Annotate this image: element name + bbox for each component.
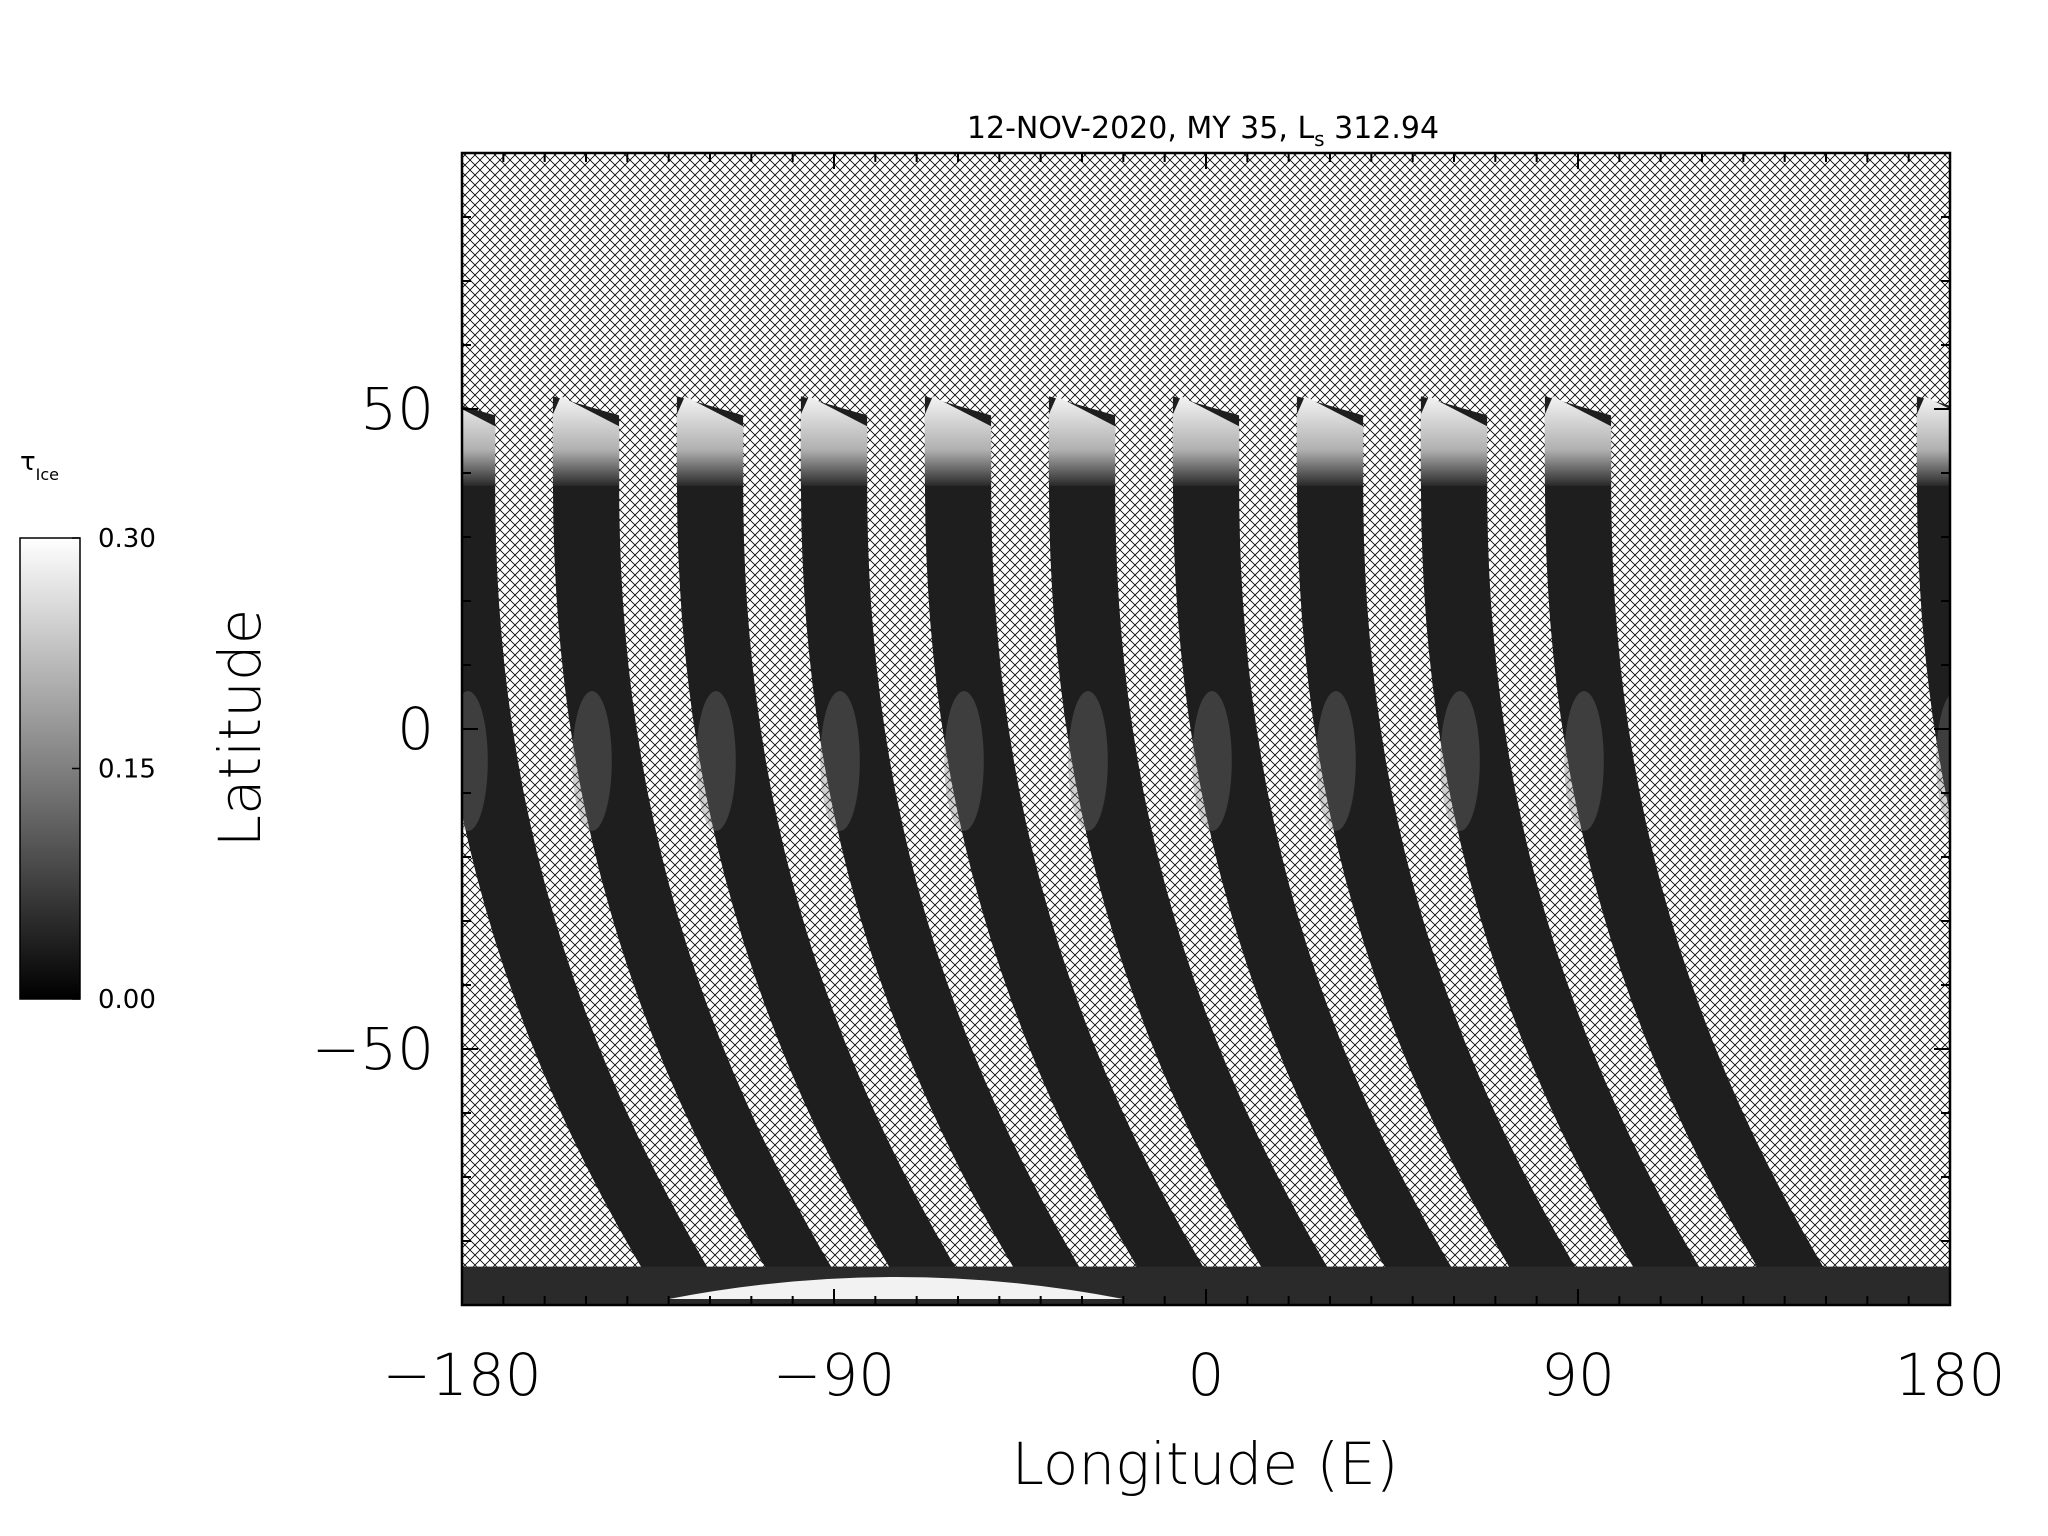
- x-tick-label: −180: [382, 1341, 541, 1409]
- south-polar-bright-region: [668, 1277, 1124, 1299]
- x-tick-label: 90: [1541, 1341, 1615, 1409]
- x-tick-label: −90: [773, 1341, 895, 1409]
- swath-cloud-cap: [1296, 396, 1364, 486]
- swath-cloud-cap: [1916, 396, 1950, 486]
- swath-cloud-streak: [1192, 691, 1232, 831]
- swath-body: [552, 396, 847, 1293]
- swath-cloud-streak: [1936, 694, 1950, 828]
- swath-6: [1172, 396, 1467, 1293]
- swath-cloud-cap: [1048, 396, 1116, 486]
- swath-8: [1420, 396, 1715, 1293]
- y-tick-label: −50: [312, 1015, 434, 1083]
- swath-cloud-cap: [800, 396, 868, 486]
- colorbar-label: τIce: [20, 447, 59, 484]
- swath-10: [1916, 396, 1950, 828]
- x-tick-label: 180: [1895, 1341, 2006, 1409]
- swath-cloud-cap: [1172, 396, 1240, 486]
- swath-cloud-streak: [1564, 691, 1604, 831]
- colorbar-ticks: 0.00 0.15 0.30: [72, 524, 156, 1015]
- swath-2: [676, 396, 971, 1293]
- axis-ticks: [461, 152, 1951, 1306]
- y-axis-label: Latitude: [206, 609, 274, 848]
- y-tick-label: 0: [397, 695, 434, 763]
- swath-body: [1420, 396, 1715, 1293]
- swath-cloud-streak: [572, 691, 612, 831]
- swath-body: [800, 396, 1095, 1293]
- swath-5: [1048, 396, 1343, 1293]
- swaths-layer: [462, 396, 1950, 1293]
- colorbar-tick-label: 0.30: [98, 524, 156, 554]
- swath-body: [1544, 396, 1839, 1293]
- swath-body: [1172, 396, 1467, 1293]
- x-axis-label: Longitude (E): [1012, 1430, 1399, 1498]
- x-tick-label: 0: [1188, 1341, 1225, 1409]
- swath-body: [1296, 396, 1591, 1293]
- swath-cloud-cap: [924, 396, 992, 486]
- swath-body: [1048, 396, 1343, 1293]
- swath-cloud-streak: [1440, 691, 1480, 831]
- swath-1: [552, 396, 847, 1293]
- swath-body: [462, 405, 723, 1293]
- plot-area: [462, 153, 1950, 1305]
- swath-body: [924, 396, 1219, 1293]
- swath-body: [676, 396, 971, 1293]
- colorbar: τIce 0.00 0.15 0.30: [19, 447, 156, 1015]
- swath-4: [924, 396, 1219, 1293]
- colorbar-tick-label: 0.00: [98, 985, 156, 1015]
- swath-cloud-streak: [1316, 691, 1356, 831]
- swath-cloud-streak: [462, 691, 488, 831]
- swath-cloud-cap: [462, 409, 496, 486]
- swath-cloud-streak: [696, 691, 736, 831]
- swath-9: [1544, 396, 1839, 1293]
- swath-cloud-cap: [1420, 396, 1488, 486]
- y-tick-labels: −50 0 50: [312, 375, 434, 1083]
- swath-0: [462, 405, 723, 1293]
- swath-cloud-streak: [944, 691, 984, 831]
- swath-cloud-cap: [552, 396, 620, 486]
- colorbar-tick-label: 0.15: [98, 755, 156, 785]
- x-tick-labels: −180 −90 0 90 180: [382, 1341, 2005, 1409]
- swath-cloud-streak: [1068, 691, 1108, 831]
- swath-cloud-cap: [1544, 396, 1612, 486]
- swath-cloud-streak: [820, 691, 860, 831]
- y-tick-label: 50: [360, 375, 434, 443]
- swath-7: [1296, 396, 1591, 1293]
- swath-cloud-cap: [676, 396, 744, 486]
- swath-3: [800, 396, 1095, 1293]
- colorbar-gradient: [19, 537, 81, 1000]
- chart-title: 12-NOV-2020, MY 35, Ls 312.94: [967, 111, 1439, 151]
- swath-body: [1916, 396, 1950, 814]
